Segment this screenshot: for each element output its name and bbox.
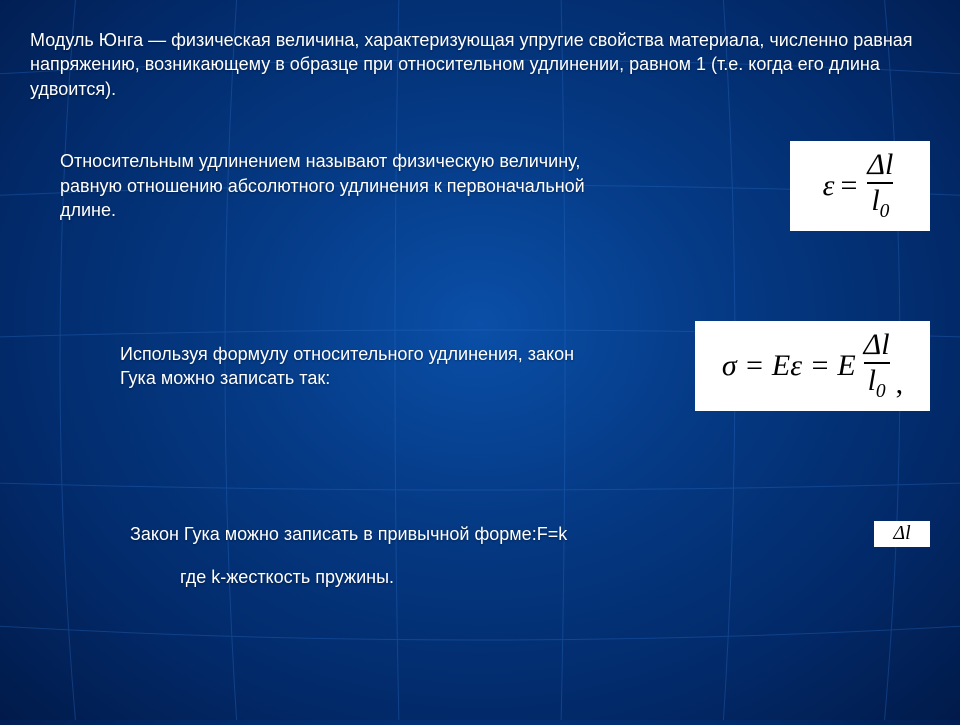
intro-paragraph: Модуль Юнга — физическая величина, харак… <box>30 28 930 101</box>
formula-epsilon-den: l0 <box>867 182 893 222</box>
formula-epsilon-num: Δl <box>863 150 897 182</box>
hooke-law-text: Используя формулу относительного удлинен… <box>120 342 580 391</box>
formula-delta-l: Δl <box>874 521 930 547</box>
formula-sigma-den: l0 <box>864 362 890 402</box>
relative-elongation-row: Относительным удлинением называют физиче… <box>60 141 930 231</box>
formula-sigma: σ = Eε = E Δl l0 , <box>695 321 930 411</box>
relative-elongation-text: Относительным удлинением называют физиче… <box>60 149 620 222</box>
spring-stiffness-text: где k-жесткость пружины. <box>180 565 930 589</box>
formula-sigma-num: Δl <box>860 330 894 362</box>
slide-content: Модуль Юнга — физическая величина, харак… <box>0 0 960 720</box>
hooke-law-row: Используя формулу относительного удлинен… <box>120 321 930 411</box>
formula-sigma-trail: , <box>896 367 904 411</box>
hooke-familiar-text: Закон Гука можно записать в привычной фо… <box>130 522 567 546</box>
formula-epsilon-lhs: ε <box>823 169 835 203</box>
formula-epsilon: ε = Δl l0 <box>790 141 930 231</box>
formula-epsilon-frac: Δl l0 <box>863 150 897 222</box>
hooke-familiar-row: Закон Гука можно записать в привычной фо… <box>130 521 930 547</box>
formula-epsilon-eq: = <box>840 169 857 203</box>
formula-sigma-frac: Δl l0 <box>860 330 894 402</box>
formula-sigma-part1: σ = Eε = E <box>722 349 856 383</box>
